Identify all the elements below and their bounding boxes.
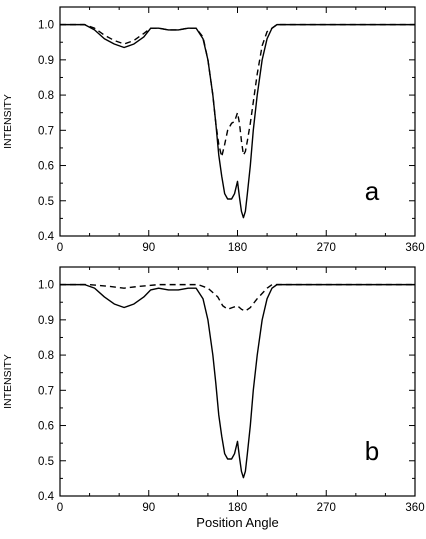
y-tick-label: 0.9 [38,315,54,327]
y-tick-label: 0.9 [38,55,54,67]
y-tick-label: 1.0 [38,20,54,32]
y-axis-label: INTENSITY [2,354,14,409]
x-axis-label: Position Angle [196,515,278,530]
y-tick-label: 0.4 [38,491,55,503]
y-tick-label: 0.6 [38,161,54,173]
solid-series-line [60,283,415,479]
dashed-series-line [60,283,415,312]
panel-a: 0 90 180 270 360 0.4 0.5 0.6 0.7 0.8 0.9 1.0 INTENSI… [2,6,425,254]
x-tick-label: 0 [57,502,63,514]
x-tick-label: 180 [228,502,247,514]
x-tick-label: 180 [228,242,247,254]
x-tick-label: 270 [317,502,336,514]
y-axis-label: INTENSITY [2,94,14,149]
y-tick-label: 0.5 [38,456,54,468]
panel-label: a [365,176,380,206]
x-tick-label: 90 [142,502,155,514]
x-tick-label: 360 [405,242,424,254]
x-tick-label: 270 [317,242,336,254]
x-tick-label: 0 [57,242,63,254]
plot-frame [59,266,416,497]
solid-series-line [60,23,415,219]
y-tick-label: 0.5 [38,196,54,208]
y-tick-label: 0.7 [38,385,54,397]
y-tick-label: 0.7 [38,125,54,137]
panel-label: b [365,436,379,466]
y-tick-label: 0.8 [38,90,54,102]
y-tick-label: 0.6 [38,421,54,433]
y-tick-label: 0.4 [38,231,55,243]
panel-b: 0 90 180 270 360 0.4 0.5 0.6 0.7 0.8 0.9 1.0 INTENSI… [2,266,425,530]
plot-frame [59,6,416,237]
dashed-series-line [60,23,415,158]
x-tick-label: 360 [405,502,424,514]
y-tick-label: 1.0 [38,280,54,292]
x-tick-label: 90 [142,242,155,254]
y-tick-label: 0.8 [38,350,54,362]
